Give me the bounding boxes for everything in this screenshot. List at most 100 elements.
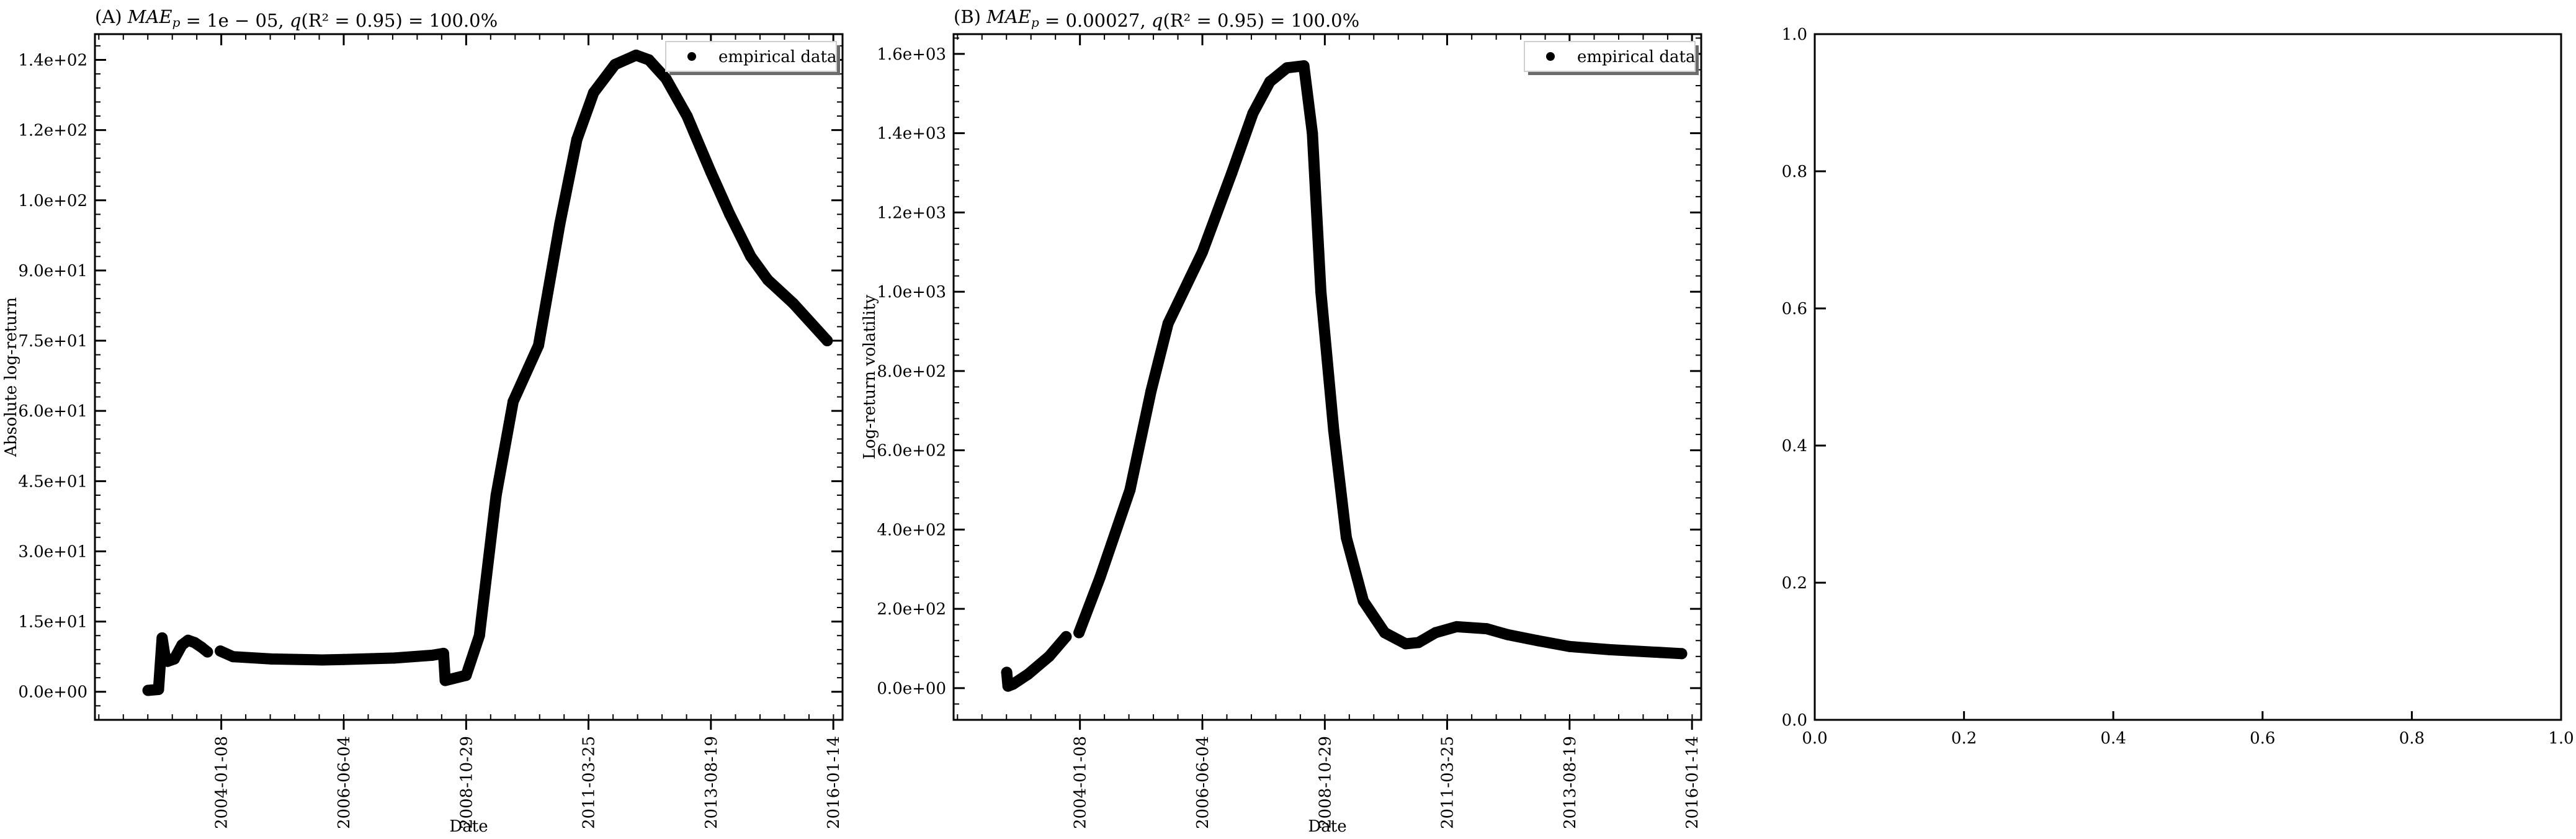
- data-point: [1676, 648, 1688, 660]
- y-tick-label: 1.5e+01: [18, 613, 87, 632]
- data-point: [1264, 76, 1276, 87]
- x-tick-label: 0.0: [1802, 729, 1827, 748]
- data-point: [156, 632, 168, 644]
- y-tick-label: 0.8: [1782, 163, 1807, 181]
- y-tick-label: 6.0e+01: [18, 402, 87, 421]
- data-point: [1400, 638, 1411, 650]
- data-point: [762, 274, 774, 285]
- data-point: [1451, 621, 1462, 632]
- y-tick-label: 8.0e+02: [877, 362, 946, 381]
- plot-frame: [952, 33, 1702, 721]
- x-tick-label: 2011-03-25: [579, 736, 598, 829]
- data-point: [630, 49, 642, 61]
- x-tick-label: 2006-06-04: [335, 736, 354, 829]
- data-point: [142, 684, 154, 696]
- data-point: [1307, 127, 1318, 139]
- data-point: [508, 396, 519, 408]
- data-point: [1094, 572, 1106, 583]
- series-line-segment: [1073, 60, 1688, 660]
- data-point: [439, 675, 451, 686]
- x-tick-label: 2016-01-14: [825, 736, 843, 829]
- y-tick-label: 0.0e+00: [877, 680, 946, 698]
- data-point: [821, 335, 833, 346]
- data-point: [1502, 629, 1513, 640]
- x-tick-label: 2013-08-19: [702, 736, 721, 829]
- y-axis-label: Absolute log-return: [2, 297, 20, 457]
- y-tick-label: 0.2: [1782, 574, 1807, 593]
- y-tick-label: 1.0e+03: [877, 283, 946, 302]
- y-tick-label: 1.4e+02: [18, 51, 87, 70]
- data-point: [316, 654, 328, 666]
- y-tick-label: 0.6: [1782, 300, 1807, 318]
- data-point: [1247, 107, 1259, 119]
- data-point: [1281, 62, 1293, 74]
- y-tick-label: 1.0: [1782, 25, 1807, 44]
- chart-panel-0: (A) MAEp = 1e − 05, q(R² = 0.95) = 100.0…: [2, 6, 844, 836]
- data-point: [609, 59, 621, 70]
- x-tick-label: 2008-10-29: [1316, 736, 1335, 829]
- data-point: [533, 339, 544, 351]
- chart-title: (A) MAEp = 1e − 05, q(R² = 0.95) = 100.0…: [95, 6, 498, 31]
- data-point: [1007, 678, 1019, 690]
- x-tick-label: 1.0: [2548, 729, 2574, 748]
- data-point: [787, 297, 799, 309]
- x-axis-label: Date: [449, 817, 488, 836]
- x-tick-label: 2004-01-08: [213, 736, 231, 829]
- y-tick-label: 3.0e+01: [18, 542, 87, 561]
- data-point: [1563, 640, 1575, 652]
- data-point: [227, 651, 239, 663]
- x-tick-label: 2013-08-19: [1561, 736, 1580, 829]
- y-tick-label: 0.4: [1782, 437, 1807, 455]
- data-point: [1532, 635, 1544, 647]
- y-tick-label: 0.0: [1782, 711, 1807, 730]
- data-point: [1413, 637, 1424, 648]
- data-point: [490, 490, 502, 501]
- data-point: [426, 649, 438, 661]
- y-tick-label: 7.5e+01: [18, 332, 87, 351]
- data-point: [588, 87, 599, 99]
- y-tick-label: 1.6e+03: [877, 45, 946, 64]
- x-tick-label: 0.4: [2101, 729, 2126, 748]
- data-point: [745, 251, 757, 262]
- data-point: [705, 166, 717, 178]
- data-point: [1044, 650, 1055, 662]
- data-point: [1197, 246, 1208, 258]
- data-point: [266, 653, 277, 665]
- x-tick-label: 2011-03-25: [1438, 736, 1457, 829]
- y-tick-label: 9.0e+01: [18, 262, 87, 280]
- data-point: [1162, 318, 1174, 330]
- data-point: [437, 647, 449, 659]
- data-point: [1298, 60, 1310, 72]
- y-tick-label: 6.0e+02: [877, 442, 946, 460]
- x-tick-label: 0.2: [1951, 729, 1977, 748]
- data-point: [202, 646, 213, 658]
- x-tick-label: 2004-01-08: [1071, 736, 1090, 829]
- data-point: [153, 684, 164, 695]
- y-axis-label: Log-return volatility: [861, 294, 879, 459]
- x-tick-label: 0.8: [2399, 729, 2425, 748]
- data-point: [1001, 666, 1013, 678]
- legend-label: empirical data: [1577, 48, 1695, 66]
- x-axis-label: Date: [1308, 817, 1346, 836]
- x-tick-label: 2016-01-14: [1683, 736, 1702, 829]
- data-point: [1341, 532, 1352, 544]
- y-tick-label: 4.0e+02: [877, 521, 946, 539]
- data-point: [1060, 630, 1072, 642]
- y-tick-label: 1.4e+03: [877, 125, 946, 143]
- data-point: [571, 133, 583, 145]
- data-point: [1226, 167, 1238, 179]
- y-tick-label: 4.5e+01: [18, 472, 87, 491]
- data-point: [643, 54, 655, 66]
- x-tick-label: 2008-10-29: [457, 736, 476, 829]
- series-line-segment: [215, 49, 833, 686]
- data-point: [681, 110, 693, 122]
- chart-panel-1: (B) MAEp = 0.00027, q(R² = 0.95) = 100.0…: [861, 6, 1702, 836]
- data-point: [473, 630, 485, 642]
- data-point: [1480, 623, 1492, 635]
- data-point: [168, 653, 180, 665]
- x-tick-label: 2006-06-04: [1194, 736, 1212, 829]
- data-point: [554, 218, 566, 230]
- legend-marker: [687, 52, 696, 61]
- data-point: [1328, 424, 1339, 436]
